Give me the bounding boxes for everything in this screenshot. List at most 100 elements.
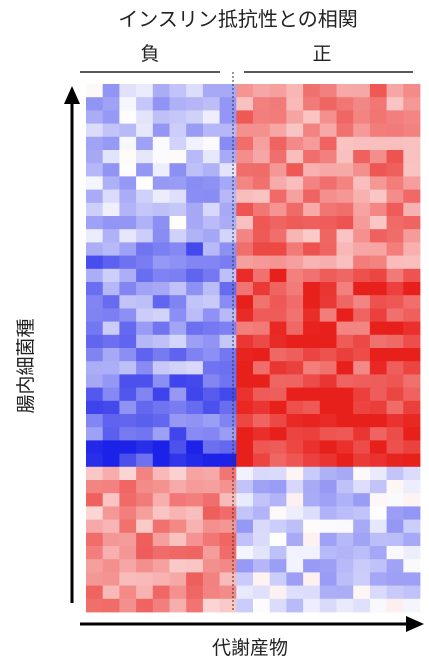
heatmap-cell xyxy=(169,282,187,296)
heatmap-cell xyxy=(202,242,220,256)
heatmap-cell xyxy=(102,189,120,204)
heatmap-cell xyxy=(303,123,321,138)
heatmap-cell xyxy=(336,466,354,481)
heatmap-cell xyxy=(119,414,137,428)
heatmap-cell xyxy=(119,361,137,375)
heatmap-cell xyxy=(219,123,237,138)
heatmap-cell xyxy=(369,189,387,204)
heatmap-cell xyxy=(152,334,170,349)
heatmap-cell xyxy=(219,427,237,441)
heatmap-cell xyxy=(236,532,254,547)
heatmap-cell xyxy=(286,414,304,428)
heatmap-cell xyxy=(186,480,204,494)
heatmap-cell xyxy=(286,440,304,454)
heatmap-cell xyxy=(236,176,254,190)
heatmap-cell xyxy=(319,163,337,177)
heatmap-cell xyxy=(353,255,371,270)
heatmap-cell xyxy=(369,163,387,177)
heatmap-cell xyxy=(169,84,187,98)
heatmap-cell xyxy=(119,176,137,190)
heatmap-cell xyxy=(236,229,254,243)
heatmap-cell xyxy=(219,572,237,586)
heatmap-cell xyxy=(336,414,354,428)
heatmap-cell xyxy=(136,440,154,454)
heatmap-cell xyxy=(303,295,321,309)
heatmap-cell xyxy=(136,361,154,375)
heatmap-cell xyxy=(286,374,304,388)
heatmap-cell xyxy=(169,189,187,204)
heatmap-cell xyxy=(119,427,137,441)
heatmap-cell xyxy=(169,97,187,111)
heatmap-cell xyxy=(119,150,137,164)
heatmap-cell xyxy=(152,202,170,217)
heatmap-cell xyxy=(152,453,170,468)
heatmap-cell xyxy=(286,163,304,177)
heatmap-cell xyxy=(269,387,287,402)
heatmap-cell xyxy=(353,532,371,547)
heatmap-cell xyxy=(303,348,321,362)
heatmap-cell xyxy=(336,585,354,600)
heatmap-cell xyxy=(369,321,387,336)
heatmap-cell xyxy=(253,268,271,283)
heatmap-cell xyxy=(86,242,104,256)
heatmap-cell xyxy=(169,493,187,507)
heatmap-cell xyxy=(386,532,404,547)
heatmap-cell xyxy=(369,268,387,283)
heatmap-cell xyxy=(202,361,220,375)
heatmap-cell xyxy=(236,546,254,560)
heatmap-cell xyxy=(119,282,137,296)
heatmap-cell xyxy=(86,176,104,190)
heatmap-cell xyxy=(336,546,354,560)
heatmap-cell xyxy=(102,387,120,402)
x-axis-label: 代謝産物 xyxy=(212,637,288,659)
heatmap-cell xyxy=(253,84,271,98)
heatmap-cell xyxy=(102,136,120,151)
heatmap-cell xyxy=(386,400,404,415)
heatmap-cell xyxy=(119,400,137,415)
heatmap-cell xyxy=(236,84,254,98)
heatmap-cell xyxy=(286,532,304,547)
heatmap-cell xyxy=(102,598,120,613)
heatmap-cell xyxy=(369,334,387,349)
heatmap-cell xyxy=(286,598,304,613)
heatmap-cell xyxy=(403,110,421,124)
heatmap-cell xyxy=(102,519,120,534)
heatmap-cell xyxy=(403,163,421,177)
heatmap-cell xyxy=(403,374,421,388)
heatmap-cell xyxy=(169,374,187,388)
heatmap-cell xyxy=(219,97,237,111)
heatmap-cell xyxy=(269,532,287,547)
heatmap-cell xyxy=(169,453,187,468)
heatmap-cell xyxy=(86,519,104,534)
heatmap-cell xyxy=(236,427,254,441)
heatmap-cell xyxy=(369,427,387,441)
heatmap-cell xyxy=(152,559,170,573)
heatmap-cell xyxy=(236,493,254,507)
heatmap-cell xyxy=(202,308,220,322)
heatmap-cell xyxy=(136,110,154,124)
heatmap-cell xyxy=(186,532,204,547)
heatmap-cell xyxy=(169,466,187,481)
heatmap-cell xyxy=(102,176,120,190)
heatmap-cell xyxy=(286,348,304,362)
heatmap-cell xyxy=(269,559,287,573)
heatmap-cell xyxy=(286,123,304,138)
heatmap-cell xyxy=(236,242,254,256)
heatmap-cell xyxy=(236,202,254,217)
heatmap-cell xyxy=(353,414,371,428)
heatmap-cell xyxy=(403,480,421,494)
heatmap-cell xyxy=(303,400,321,415)
heatmap-cell xyxy=(353,242,371,256)
heatmap-cell xyxy=(202,506,220,520)
heatmap-cell xyxy=(186,123,204,138)
heatmap-cell xyxy=(253,334,271,349)
heatmap-cell xyxy=(269,202,287,217)
heatmap-cell xyxy=(353,598,371,613)
heatmap-cell xyxy=(303,202,321,217)
heatmap-cell xyxy=(336,493,354,507)
heatmap-cell xyxy=(403,387,421,402)
heatmap-cell xyxy=(286,268,304,283)
heatmap-cell xyxy=(253,216,271,230)
heatmap-cell xyxy=(319,598,337,613)
heatmap-cell xyxy=(152,110,170,124)
